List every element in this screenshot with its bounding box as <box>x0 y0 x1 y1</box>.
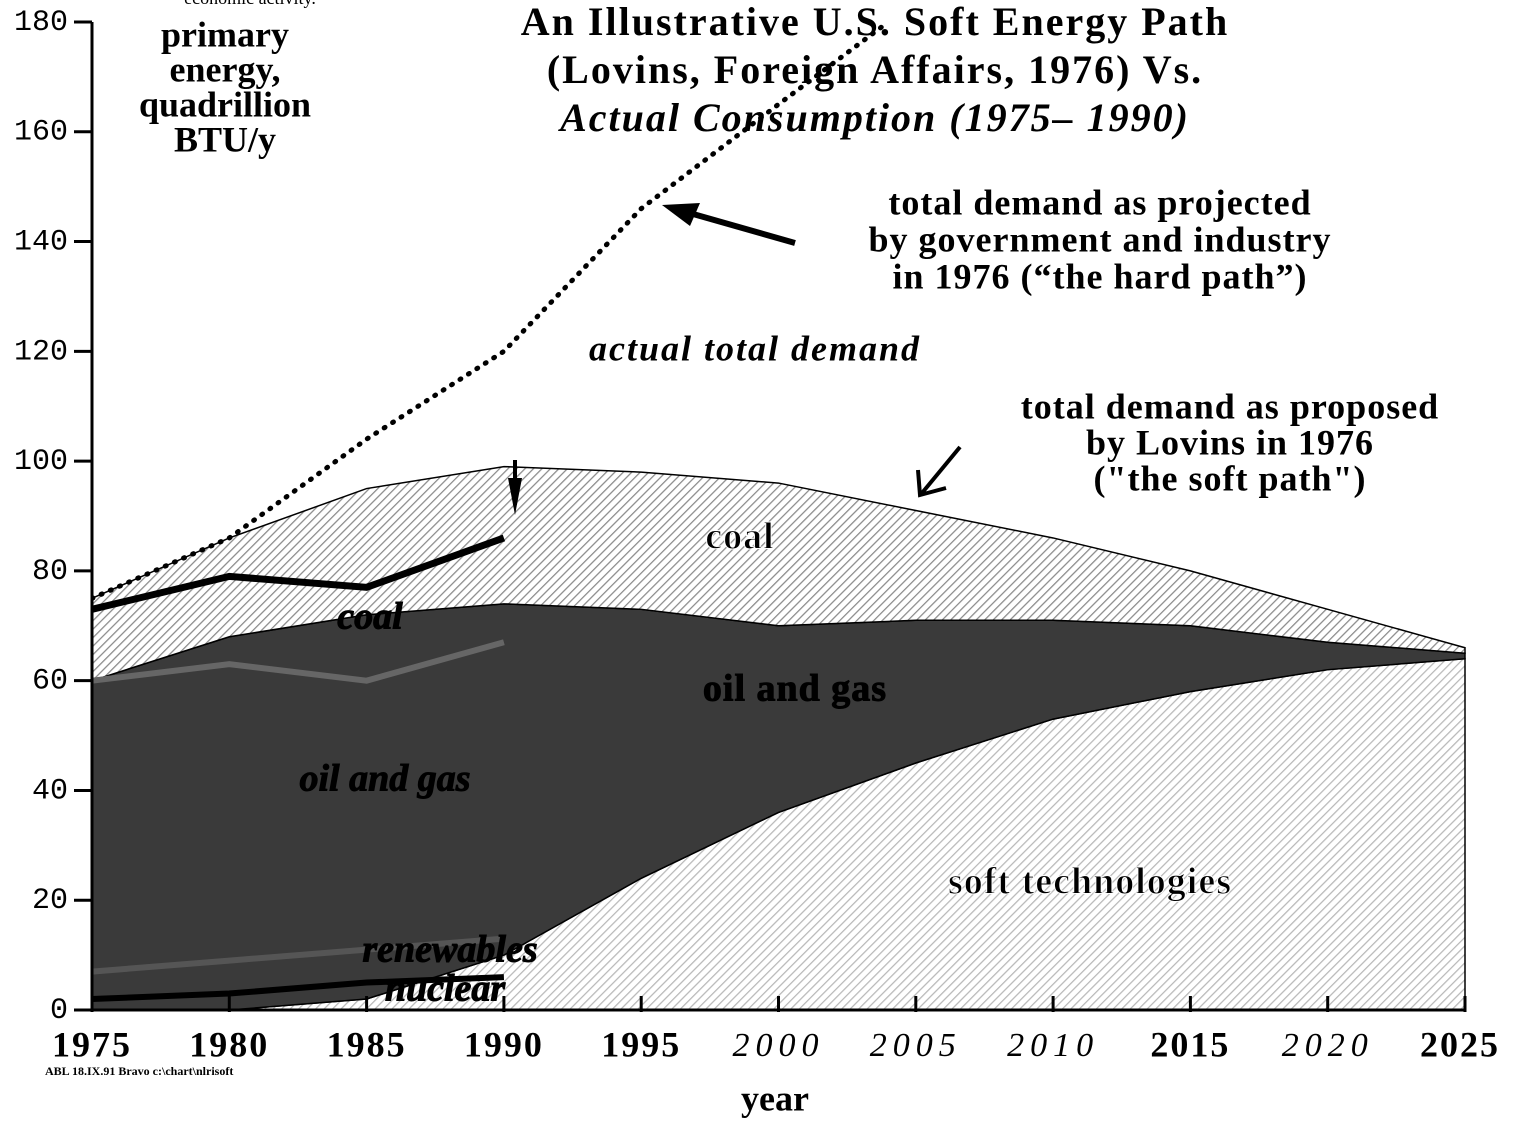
chart-title: (Lovins, Foreign Affairs, 1976) Vs. <box>547 47 1203 92</box>
area-label: coal <box>705 516 774 558</box>
actual-label: nuclear <box>385 968 507 1010</box>
arrow <box>920 445 962 495</box>
actual-label: renewables <box>362 929 537 971</box>
x-tick-label: 2015 <box>1150 1024 1230 1064</box>
x-tick-label: 2005 <box>870 1027 962 1064</box>
y-axis-label: quadrillion <box>139 84 311 124</box>
y-tick-label: 0 <box>50 994 68 1028</box>
y-tick-label: 60 <box>32 665 68 699</box>
x-tick-label: 2020 <box>1282 1027 1374 1064</box>
actual-label: oil and gas <box>299 758 470 800</box>
y-tick-label: 40 <box>32 774 68 808</box>
actual-label: coal <box>337 596 403 638</box>
annotation: actual total demand <box>589 328 921 368</box>
x-axis-label: year <box>741 1078 809 1118</box>
x-tick-label: 1975 <box>52 1024 132 1064</box>
annotation: total demand as projected <box>888 182 1311 222</box>
x-tick-label: 1990 <box>464 1024 544 1064</box>
arrow-head <box>662 203 700 226</box>
annotation: total demand as proposed <box>1021 386 1439 426</box>
annotation: in 1976 (“the hard path”) <box>892 256 1307 296</box>
x-tick-label: 2010 <box>1007 1027 1099 1064</box>
arrow-head <box>916 469 947 498</box>
actual-line <box>91 534 506 613</box>
x-tick-label: 1980 <box>189 1024 269 1064</box>
x-tick-label: 2025 <box>1420 1024 1500 1064</box>
annotation: by Lovins in 1976 <box>1086 422 1374 462</box>
y-tick-label: 140 <box>14 225 68 259</box>
area-label: oil and gas <box>703 668 887 710</box>
y-tick-label: 120 <box>14 335 68 369</box>
actual-line <box>91 935 505 975</box>
x-tick-label: 2000 <box>733 1027 825 1064</box>
y-tick-label: 80 <box>32 555 68 589</box>
y-tick-label: 100 <box>14 445 68 479</box>
area-label: soft technologies <box>948 861 1232 903</box>
y-tick-label: 180 <box>14 6 68 40</box>
annotation: by government and industry <box>868 219 1331 259</box>
actual-line <box>91 974 505 1003</box>
projection-line <box>92 22 891 601</box>
chart-title: Actual Consumption (1975– 1990) <box>557 95 1190 140</box>
footer: ABL 18.IX.91 Bravo c:\chart\nlrisoft <box>45 1064 233 1078</box>
x-tick-label: 1985 <box>327 1024 407 1064</box>
y-axis-label: BTU/y <box>174 119 276 159</box>
chart-title: An Illustrative U.S. Soft Energy Path <box>521 0 1229 44</box>
x-tick-label: 1995 <box>601 1024 681 1064</box>
y-tick-label: 160 <box>14 116 68 150</box>
arrow-head <box>508 478 522 515</box>
annotation: ("the soft path") <box>1094 458 1367 498</box>
y-axis-label: primary <box>161 14 289 54</box>
top-note: economic activity. <box>184 0 316 8</box>
y-tick-label: 20 <box>32 884 68 918</box>
y-axis-label: energy, <box>170 49 281 89</box>
actual-line <box>91 639 505 684</box>
stacked-area <box>91 465 1466 682</box>
